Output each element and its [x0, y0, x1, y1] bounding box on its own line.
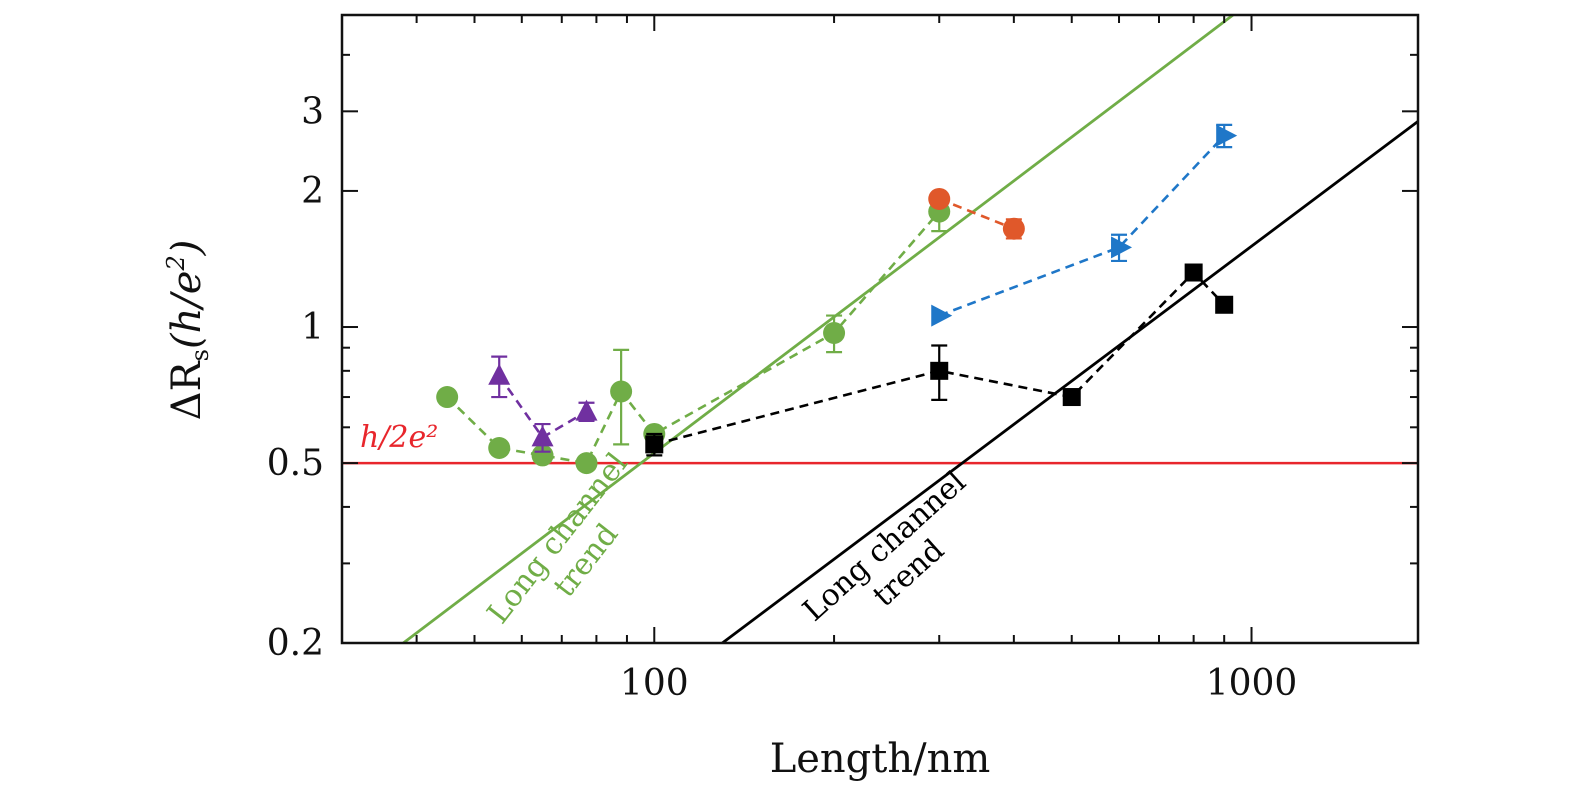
series-5-point: [1111, 236, 1133, 259]
series-1-point: [436, 386, 459, 409]
series-1-line: [446, 210, 941, 465]
y-axis-title-sub: s: [186, 349, 214, 361]
x-tick-label: 100: [620, 663, 689, 704]
series-3-point: [1215, 295, 1234, 314]
y-axis-title-sup: 2: [162, 255, 190, 271]
series-1-point: [823, 321, 846, 344]
y-tick-label: 0.5: [267, 443, 324, 484]
series-5-point: [1216, 124, 1238, 147]
series-2-point: [575, 399, 598, 421]
series-4-line: [938, 197, 1015, 230]
y-tick-label: 2: [301, 171, 324, 212]
plot-content: [342, 15, 1418, 643]
trend-line-2: [721, 120, 1418, 643]
y-tick-label: 0.2: [267, 623, 324, 664]
series-3-line: [653, 270, 1226, 446]
series-2-point: [531, 425, 554, 447]
trend-line-1: [402, 15, 1236, 643]
series-1-point: [531, 444, 554, 467]
series-2-point: [488, 363, 511, 385]
reference-line-label: h/2e²: [360, 420, 438, 455]
y-axis-title-prefix: ΔR: [164, 359, 210, 420]
series-3-point: [1184, 263, 1203, 282]
series-5-point: [931, 304, 953, 327]
y-tick-label: 3: [301, 91, 324, 132]
series-5-line: [938, 134, 1226, 317]
plot-frame: [340, 13, 1420, 645]
x-axis-title: Length/nm: [770, 736, 991, 782]
series-3-point: [1062, 388, 1081, 407]
series-4-point: [928, 187, 951, 210]
y-tick-label: 1: [301, 307, 324, 348]
series-1-point: [610, 380, 633, 403]
y-axis-title-mid: (h/e: [164, 271, 210, 350]
y-axis-title: ΔRs(h/e2): [162, 240, 214, 421]
y-axis-title-suffix: ): [164, 240, 210, 257]
series-1-point: [488, 436, 511, 459]
x-tick-label: 1000: [1206, 663, 1298, 704]
series-4-point: [1002, 217, 1025, 240]
axes: 0.2 0.5 1 2 3 100 1000: [267, 13, 1420, 704]
series-3-point: [930, 361, 949, 380]
series-3-point: [645, 435, 664, 454]
series-1-point: [575, 452, 598, 475]
